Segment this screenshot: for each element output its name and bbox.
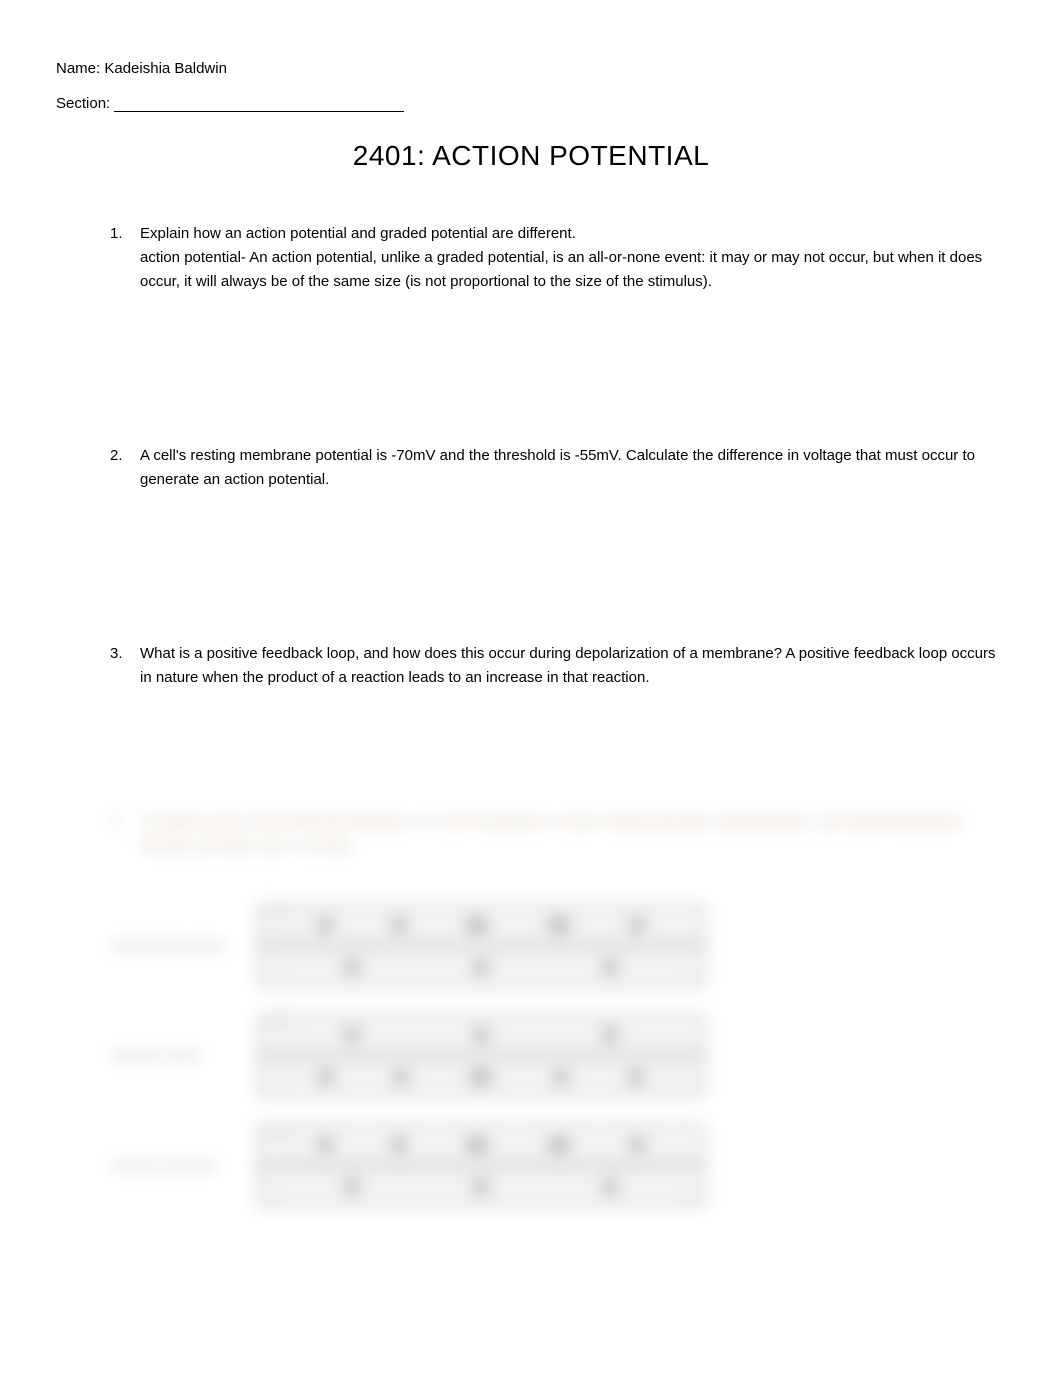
question-number: 1. <box>110 222 140 294</box>
diagram-bottom: - - - - - - <box>258 947 704 986</box>
diagram-row-resting: resting potential + + + - - - - - - <box>56 1123 1006 1208</box>
corner-label: - - - <box>680 971 696 982</box>
membrane-diagram: + + + - - - - - - <box>256 1013 706 1098</box>
ion-dot <box>474 960 488 974</box>
diagram-bottom: - - - - - - <box>258 1167 704 1206</box>
question-3: 3. What is a positive feedback loop, and… <box>110 642 1006 690</box>
question-prompt: What is a positive feedback loop, and ho… <box>140 645 996 686</box>
membrane-diagram: + + + - - - - - - <box>256 1123 706 1208</box>
ion-dot <box>392 1138 406 1152</box>
question-1: 1. Explain how an action potential and g… <box>110 222 1006 294</box>
membrane-diagram: + + + - - - - - - <box>256 903 706 988</box>
ion-dot <box>466 1138 488 1152</box>
name-label: Name: <box>56 60 100 77</box>
section-blank <box>114 111 404 112</box>
question-number: 3. <box>110 642 140 690</box>
ion-dot <box>474 1028 488 1042</box>
question-prompt: A cell's resting membrane potential is -… <box>140 447 975 488</box>
question-number: 4. <box>110 810 140 858</box>
ion-dot <box>318 1138 332 1152</box>
diagram-top: + + + <box>258 905 704 947</box>
diagram-row-depolarization: depolarization + + + - - - - - - <box>56 1013 1006 1098</box>
ion-dot <box>603 1028 617 1042</box>
corner-label: - - - <box>266 971 282 982</box>
ion-dot <box>474 1180 488 1194</box>
ion-dot <box>466 918 488 932</box>
corner-label: - - - <box>266 1191 282 1202</box>
question-2: 2. A cell's resting membrane potential i… <box>110 444 1006 492</box>
ion-dot <box>630 918 644 932</box>
ion-dot <box>470 1070 492 1084</box>
question-text: Complete each of the following diagrams … <box>140 810 1006 858</box>
ion-dot <box>345 960 359 974</box>
name-value: Kadeishia Baldwin <box>104 60 227 77</box>
ion-dot <box>345 1028 359 1042</box>
question-text: Explain how an action potential and grad… <box>140 222 1006 294</box>
section-line: Section: <box>56 95 1006 112</box>
diagram-label: Hyperpolarization <box>56 937 256 954</box>
corner-label: + + + <box>266 1129 289 1140</box>
ion-dot <box>603 1180 617 1194</box>
question-text: A cell's resting membrane potential is -… <box>140 444 1006 492</box>
blurred-section: 4. Complete each of the following diagra… <box>56 810 1006 1208</box>
question-answer: action potential- An action potential, u… <box>140 249 982 290</box>
corner-label: + + + <box>266 1019 289 1030</box>
ion-dot <box>394 1070 408 1084</box>
ion-dot <box>345 1180 359 1194</box>
diagram-label: resting potential <box>56 1157 256 1174</box>
corner-label: - - - <box>680 1191 696 1202</box>
ion-dot <box>318 918 332 932</box>
ion-dot <box>629 1070 643 1084</box>
diagram-top: + + + <box>258 1125 704 1167</box>
question-text: What is a positive feedback loop, and ho… <box>140 642 1006 690</box>
corner-label: - - - <box>680 1081 696 1092</box>
diagram-label: depolarization <box>56 1047 256 1064</box>
ion-dot <box>319 1070 333 1084</box>
diagram-row-hyperpolarization: Hyperpolarization + + + - - - - - - <box>56 903 1006 988</box>
ion-dot <box>392 918 406 932</box>
ion-dot <box>554 1070 568 1084</box>
corner-label: - - - <box>266 1081 282 1092</box>
question-number: 2. <box>110 444 140 492</box>
page-title: 2401: ACTION POTENTIAL <box>56 140 1006 172</box>
question-prompt: Explain how an action potential and grad… <box>140 225 576 242</box>
ion-dot <box>603 960 617 974</box>
corner-label: + + + <box>266 909 289 920</box>
name-line: Name: Kadeishia Baldwin <box>56 60 1006 77</box>
ion-dot <box>548 918 570 932</box>
ion-dot <box>548 1138 570 1152</box>
question-list: 1. Explain how an action potential and g… <box>56 222 1006 690</box>
question-4-blurred: 4. Complete each of the following diagra… <box>56 810 1006 858</box>
diagram-bottom: - - - - - - <box>258 1057 704 1096</box>
diagram-top: + + + <box>258 1015 704 1057</box>
section-label: Section: <box>56 95 110 112</box>
ion-dot <box>630 1138 644 1152</box>
